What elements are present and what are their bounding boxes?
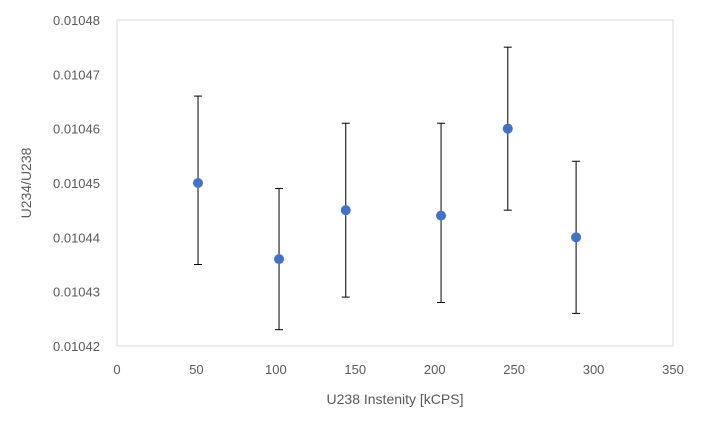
y-tick-label: 0.01043 [53, 285, 100, 300]
x-tick-label: 50 [189, 362, 203, 377]
y-tick-label: 0.01044 [53, 230, 100, 245]
plot-area-border [116, 19, 674, 347]
data-point [571, 232, 582, 243]
x-tick-label: 0 [113, 362, 120, 377]
x-tick-label: 350 [662, 362, 684, 377]
x-tick-label: 200 [424, 362, 446, 377]
y-tick-label: 0.01048 [53, 13, 100, 28]
x-tick-label: 100 [265, 362, 287, 377]
data-point [193, 178, 204, 188]
data-point [436, 210, 447, 221]
x-tick-label: 300 [583, 362, 605, 377]
x-tick-label: 150 [344, 362, 366, 377]
x-axis-title: U238 Instenity [kCPS] [327, 391, 464, 407]
x-tick-label: 250 [503, 362, 525, 377]
y-tick-label: 0.01047 [53, 67, 100, 82]
y-tick-label: 0.01045 [53, 176, 100, 191]
y-tick-label: 0.01042 [53, 339, 100, 354]
y-tick-label: 0.01046 [53, 122, 100, 137]
y-axis-title: U234/U238 [18, 147, 34, 218]
data-point [340, 205, 351, 216]
data-points [193, 123, 582, 265]
error-bars [194, 46, 581, 331]
y-tick-labels: 0.01042 0.01043 0.01044 0.01045 0.01046 0.010… [53, 13, 100, 354]
x-tick-labels: 0 50 100 150 200 250 300 350 [113, 362, 683, 377]
data-point [502, 123, 513, 134]
data-point [274, 254, 285, 265]
